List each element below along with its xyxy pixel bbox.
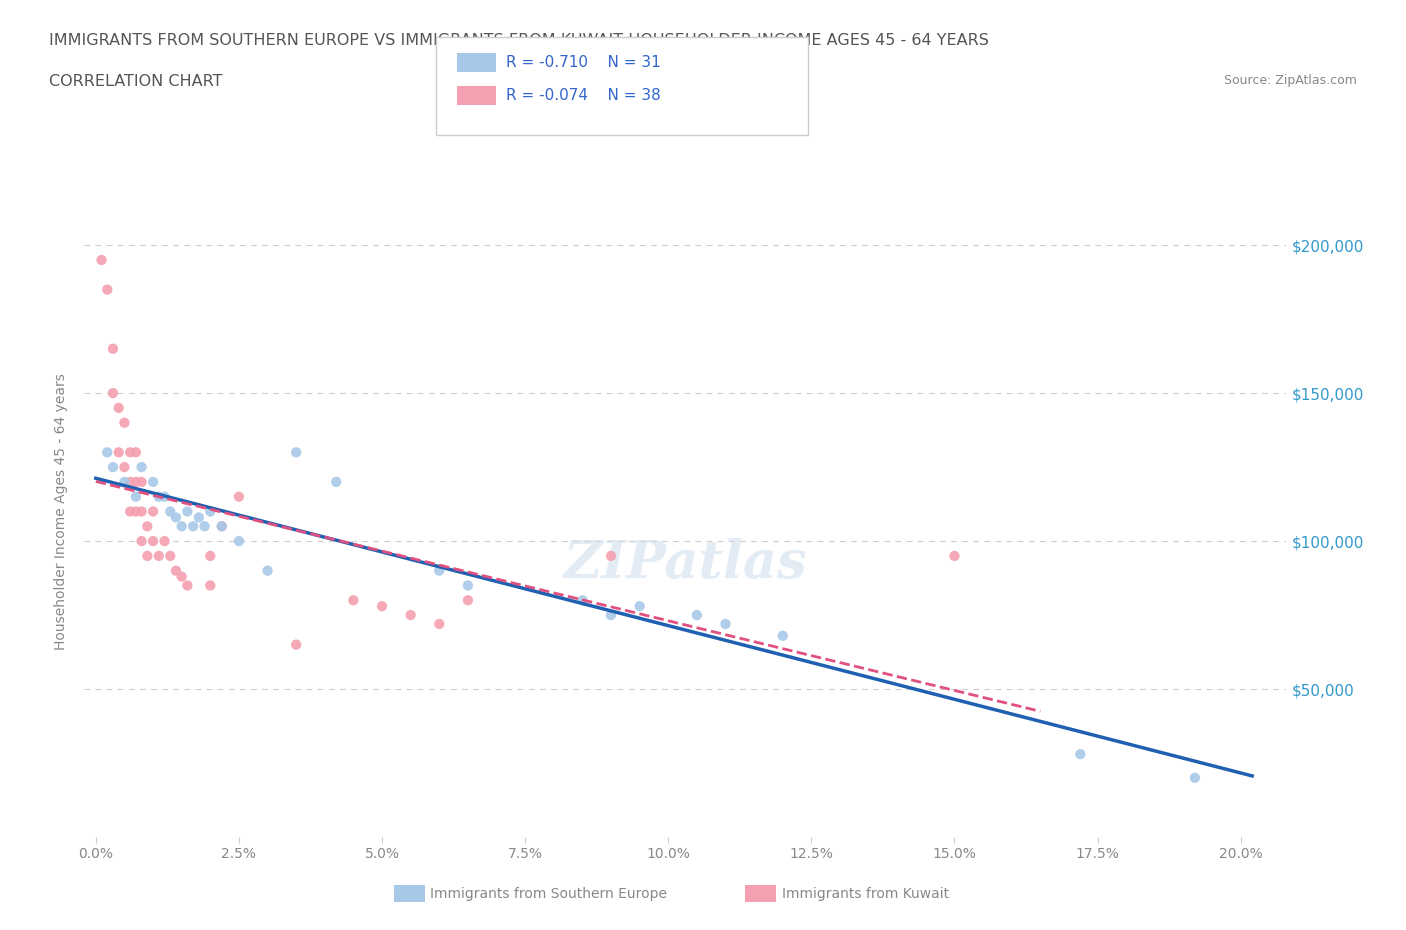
Point — [142, 534, 165, 549]
Point — [114, 416, 136, 431]
Text: Source: ZipAtlas.com: Source: ZipAtlas.com — [1223, 74, 1357, 87]
Point — [136, 519, 159, 534]
Point — [686, 607, 709, 622]
Point — [148, 549, 170, 564]
Point — [200, 549, 222, 564]
Point — [142, 504, 165, 519]
Y-axis label: Householder Income Ages 45 - 64 years: Householder Income Ages 45 - 64 years — [55, 373, 69, 650]
Point — [114, 459, 136, 474]
Point — [159, 549, 181, 564]
Text: Immigrants from Kuwait: Immigrants from Kuwait — [782, 886, 949, 901]
Point — [170, 519, 193, 534]
Point — [1184, 770, 1206, 785]
Point — [148, 489, 170, 504]
Point — [772, 629, 794, 644]
Point — [187, 510, 209, 525]
Point — [228, 489, 250, 504]
Point — [285, 637, 308, 652]
Point — [285, 445, 308, 459]
Point — [628, 599, 651, 614]
Point — [120, 504, 142, 519]
Point — [325, 474, 347, 489]
Point — [600, 549, 623, 564]
Point — [165, 510, 187, 525]
Point — [101, 386, 124, 401]
Point — [165, 564, 187, 578]
Text: CORRELATION CHART: CORRELATION CHART — [49, 74, 222, 89]
Point — [176, 578, 198, 593]
Point — [136, 549, 159, 564]
Point — [181, 519, 204, 534]
Point — [200, 578, 222, 593]
Point — [101, 459, 124, 474]
Point — [256, 564, 278, 578]
Point — [96, 282, 118, 297]
Point — [101, 341, 124, 356]
Point — [427, 617, 450, 631]
Text: IMMIGRANTS FROM SOUTHERN EUROPE VS IMMIGRANTS FROM KUWAIT HOUSEHOLDER INCOME AGE: IMMIGRANTS FROM SOUTHERN EUROPE VS IMMIG… — [49, 33, 988, 47]
Point — [131, 534, 153, 549]
Text: R = -0.710    N = 31: R = -0.710 N = 31 — [506, 55, 661, 70]
Point — [114, 474, 136, 489]
Point — [457, 578, 479, 593]
Point — [176, 504, 198, 519]
Point — [228, 534, 250, 549]
Point — [943, 549, 966, 564]
Point — [211, 519, 233, 534]
Point — [211, 519, 233, 534]
Point — [131, 504, 153, 519]
Point — [600, 607, 623, 622]
Point — [125, 474, 148, 489]
Point — [194, 519, 217, 534]
Point — [399, 607, 422, 622]
Point — [1069, 747, 1091, 762]
Point — [153, 489, 176, 504]
Point — [107, 445, 129, 459]
Point — [571, 592, 593, 607]
Point — [125, 445, 148, 459]
Point — [107, 401, 129, 416]
Point — [170, 569, 193, 584]
Point — [131, 459, 153, 474]
Point — [142, 474, 165, 489]
Point — [125, 504, 148, 519]
Point — [131, 474, 153, 489]
Point — [153, 534, 176, 549]
Point — [200, 504, 222, 519]
Point — [714, 617, 737, 631]
Point — [457, 592, 479, 607]
Point — [120, 445, 142, 459]
Point — [96, 445, 118, 459]
Text: Immigrants from Southern Europe: Immigrants from Southern Europe — [430, 886, 668, 901]
Point — [371, 599, 394, 614]
Point — [159, 504, 181, 519]
Point — [427, 564, 450, 578]
Point — [120, 474, 142, 489]
Text: R = -0.074    N = 38: R = -0.074 N = 38 — [506, 88, 661, 103]
Point — [90, 253, 112, 268]
Point — [342, 592, 364, 607]
Point — [125, 489, 148, 504]
Text: ZIPatlas: ZIPatlas — [564, 538, 807, 589]
